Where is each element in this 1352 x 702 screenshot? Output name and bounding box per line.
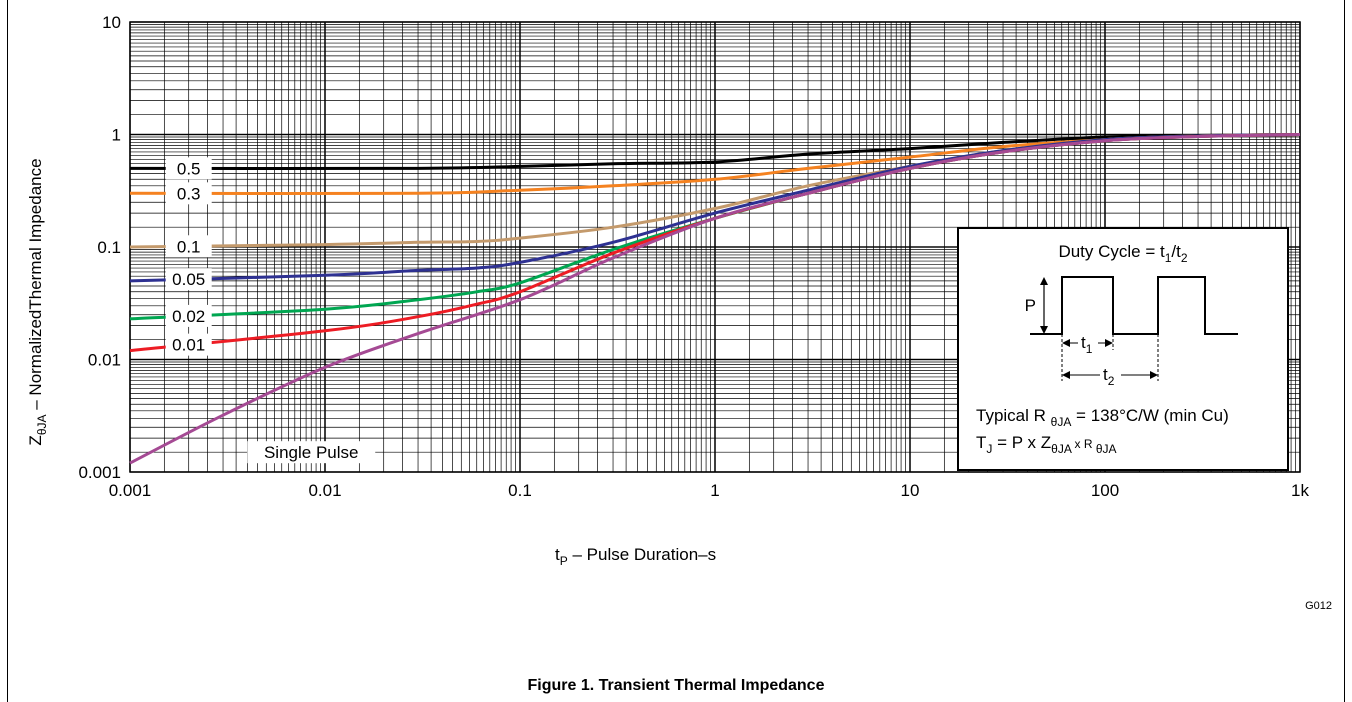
series-label: Single Pulse	[264, 443, 359, 462]
series-label-box	[165, 304, 212, 327]
x-axis-title: tP – Pulse Duration–s	[555, 545, 716, 568]
series-label-box	[165, 157, 212, 180]
t1-arrow-right	[1105, 339, 1113, 347]
y-axis-title: ZθJA – NormalizedThermal Impedance	[26, 158, 49, 445]
y-tick-label: 1	[112, 126, 121, 145]
t1-arrow-left	[1062, 339, 1070, 347]
x-tick-labels: 0.001 0.01 0.1 1 10 100 1k	[109, 481, 1310, 500]
tj-formula-label: TJ = P x ZθJA x R θJA	[976, 433, 1117, 456]
figure-caption: Figure 1. Transient Thermal Impedance	[527, 677, 825, 694]
p-arrow-up	[1040, 277, 1048, 285]
series-layer	[129, 133, 1301, 465]
series-label: 0.5	[177, 159, 201, 178]
t2-arrow-right	[1150, 371, 1158, 379]
duty-cycle-inset: Duty Cycle = t1/t2 P t1 t2 Typical R θJA…	[957, 227, 1289, 471]
series-line-0.5	[129, 133, 1301, 171]
duty-cycle-label: Duty Cycle = t1/t2	[1058, 242, 1187, 265]
figure-frame	[7, 0, 1345, 702]
inset-box	[957, 227, 1289, 471]
x-tick-label: 0.001	[109, 481, 152, 500]
t2-arrow-left	[1062, 371, 1070, 379]
p-arrow-down	[1040, 326, 1048, 334]
series-label-box	[165, 182, 212, 205]
series-label: 0.01	[172, 336, 205, 355]
y-tick-label: 0.001	[78, 463, 121, 482]
typical-rthja-label: Typical R θJA = 138°C/W (min Cu)	[976, 406, 1229, 429]
x-tick-label: 1	[710, 481, 719, 500]
series-line-single-pulse	[129, 133, 1301, 465]
x-tick-label: 10	[901, 481, 920, 500]
pulse-waveform	[1030, 276, 1238, 335]
series-label-box	[165, 333, 212, 356]
p-label: P	[1025, 296, 1036, 315]
series-label: 0.3	[177, 184, 201, 203]
x-tick-label: 0.1	[508, 481, 532, 500]
x-tick-label: 0.01	[308, 481, 341, 500]
y-tick-labels: 0.001 0.01 0.1 1 10	[78, 13, 121, 482]
figure-code: G012	[1305, 600, 1332, 612]
x-tick-label: 100	[1091, 481, 1119, 500]
series-label: 0.05	[172, 270, 205, 289]
series-label-box	[165, 235, 212, 258]
series-labels: 0.5 0.3 0.1 0.05 0.02 0.01 Single Pulse	[165, 157, 376, 464]
y-tick-label: 10	[102, 13, 121, 32]
series-label: 0.02	[172, 307, 205, 326]
y-tick-label: 0.01	[88, 351, 121, 370]
series-label-box	[165, 268, 212, 291]
series-label: 0.1	[177, 237, 201, 256]
t2-label: t2	[1103, 365, 1115, 388]
y-tick-label: 0.1	[97, 238, 121, 257]
x-tick-label: 1k	[1291, 481, 1309, 500]
t1-label: t1	[1081, 333, 1093, 356]
series-label-box	[247, 441, 376, 464]
